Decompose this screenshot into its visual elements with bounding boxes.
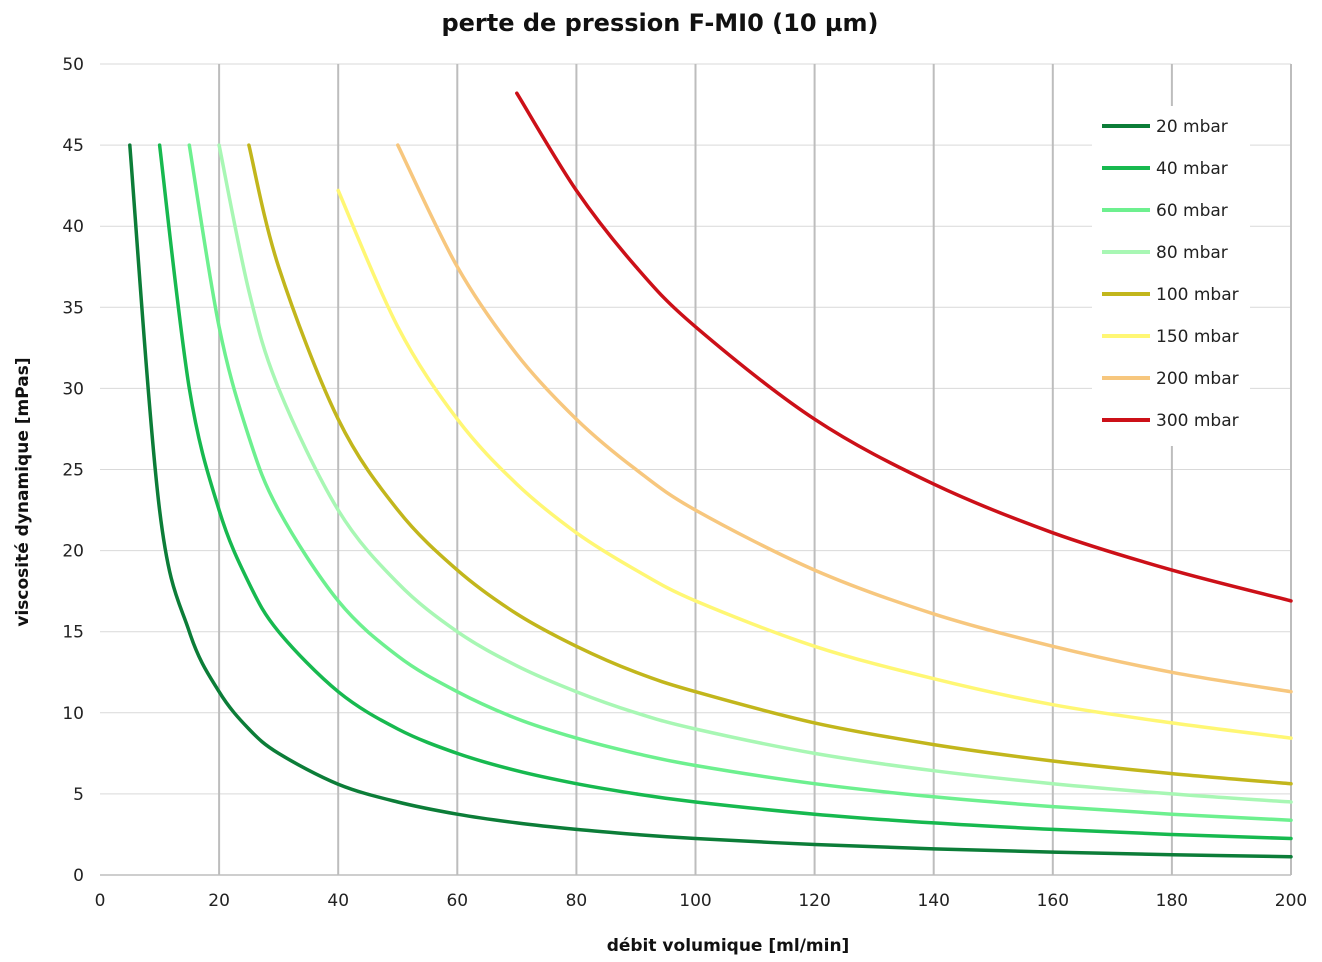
x-tick-label: 200 xyxy=(1275,891,1307,911)
legend-entry: 20 mbar xyxy=(1156,117,1228,137)
legend-entry: 40 mbar xyxy=(1156,159,1228,179)
legend-entry: 60 mbar xyxy=(1156,201,1228,221)
y-tick-label: 40 xyxy=(62,217,84,237)
y-tick-label: 20 xyxy=(62,542,84,562)
legend-background xyxy=(1092,106,1250,446)
series-line xyxy=(247,143,1293,786)
y-tick-label: 50 xyxy=(62,55,84,75)
series-line xyxy=(157,143,1293,841)
y-tick-label: 10 xyxy=(62,704,84,724)
y-tick-label: 0 xyxy=(73,866,84,886)
x-axis-label: débit volumique [ml/min] xyxy=(607,936,850,956)
y-axis-label: viscosité dynamique [mPas] xyxy=(13,357,33,626)
x-tick-label: 180 xyxy=(1156,891,1188,911)
tick-labels: 0 5 10 15 20 25 30 35 40 45 50 0 20 40 60 80 100 120 140 16… xyxy=(62,55,1307,911)
legend-entry: 150 mbar xyxy=(1156,327,1239,347)
x-tick-label: 40 xyxy=(327,891,349,911)
legend-entry: 100 mbar xyxy=(1156,285,1239,305)
x-tick-label: 100 xyxy=(679,891,711,911)
chart-title: perte de pression F-MI0 (10 µm) xyxy=(441,9,878,37)
x-tick-label: 20 xyxy=(208,891,230,911)
x-tick-label: 140 xyxy=(917,891,949,911)
legend-entry: 200 mbar xyxy=(1156,369,1239,389)
series-line xyxy=(336,188,1293,740)
x-tick-label: 80 xyxy=(566,891,588,911)
legend-entry: 300 mbar xyxy=(1156,411,1239,431)
legend: 20 mbar 40 mbar 60 mbar 80 mbar 100 mbar 150 … xyxy=(1092,106,1250,446)
y-tick-label: 30 xyxy=(62,379,84,399)
y-tick-label: 15 xyxy=(62,623,84,643)
series-group xyxy=(128,91,1293,859)
x-tick-label: 120 xyxy=(798,891,830,911)
y-tick-label: 25 xyxy=(62,461,84,481)
series-line xyxy=(187,143,1293,822)
series-line xyxy=(515,91,1293,603)
x-tick-label: 0 xyxy=(95,891,106,911)
series-line xyxy=(128,143,1293,859)
series-line xyxy=(217,143,1293,804)
x-tick-label: 60 xyxy=(446,891,468,911)
y-tick-label: 45 xyxy=(62,136,84,156)
y-tick-label: 35 xyxy=(62,298,84,318)
legend-entry: 80 mbar xyxy=(1156,243,1228,263)
series-line xyxy=(396,143,1293,694)
y-tick-label: 5 xyxy=(73,785,84,805)
x-tick-label: 160 xyxy=(1037,891,1069,911)
